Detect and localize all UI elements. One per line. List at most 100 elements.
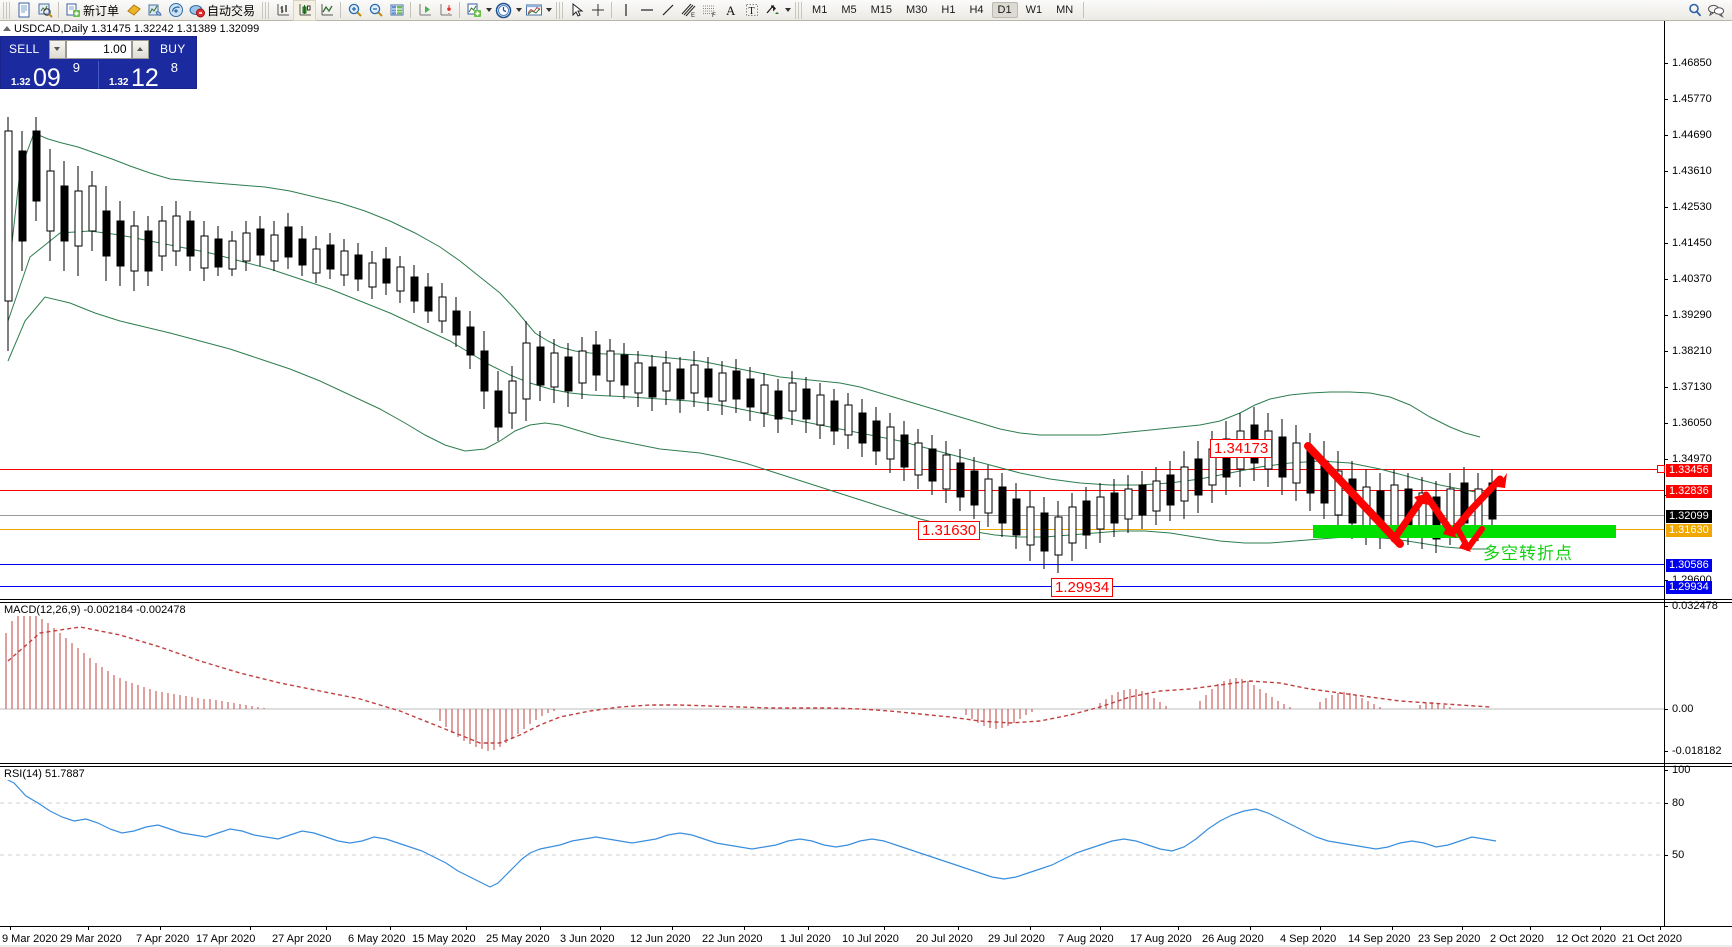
- level-label-high[interactable]: 1.34173: [1210, 439, 1273, 458]
- strategy-tester-icon[interactable]: [144, 1, 165, 20]
- date-tick-label: 17 Aug 2020: [1130, 933, 1192, 945]
- zoom-out-icon[interactable]: [365, 1, 386, 20]
- horizontal-scrollbar[interactable]: [0, 945, 1732, 947]
- fibonacci-icon[interactable]: F: [699, 1, 720, 20]
- date-tick-label: 6 May 2020: [348, 933, 406, 945]
- volume-decrease-button[interactable]: [48, 39, 66, 59]
- horizontal-line-icon[interactable]: [636, 1, 657, 20]
- macd-signal-line: [7, 626, 1491, 744]
- level-label-low[interactable]: 1.29934: [1051, 578, 1114, 597]
- chart-canvas[interactable]: 1.46850 1.45770 1.44690 1.43610 1.42530 …: [0, 21, 1732, 947]
- svg-text:E: E: [691, 13, 695, 18]
- support-zone-highlight[interactable]: [1313, 525, 1616, 538]
- zoom-in-icon[interactable]: [344, 1, 365, 20]
- line-chart-icon[interactable]: [316, 1, 337, 20]
- timeframe-m15[interactable]: M15: [870, 4, 892, 16]
- turning-point-note: 多空转折点: [1483, 544, 1573, 564]
- templates-icon[interactable]: [523, 1, 544, 20]
- rsi-line: [3, 777, 1497, 888]
- support-line-2[interactable]: [0, 586, 1664, 587]
- chart-shift-icon[interactable]: [435, 1, 456, 20]
- sell-button[interactable]: SELL: [8, 42, 40, 56]
- text-label-icon[interactable]: T: [741, 1, 762, 20]
- toolbar-grip-2[interactable]: [262, 1, 270, 19]
- date-tick-label: 14 Sep 2020: [1348, 933, 1411, 945]
- annotation-overlay[interactable]: [0, 21, 1732, 947]
- timeframe-m1[interactable]: M1: [812, 4, 828, 16]
- timeframe-mn[interactable]: MN: [1056, 4, 1074, 16]
- autotrading-icon[interactable]: [186, 1, 207, 20]
- timeframe-h4[interactable]: H4: [969, 4, 984, 16]
- indicators-icon[interactable]: [463, 1, 484, 20]
- indicators-dropdown-icon[interactable]: [484, 1, 493, 20]
- arrows-icon[interactable]: [762, 1, 783, 20]
- trendline-icon[interactable]: [657, 1, 678, 20]
- date-tick-label: 9 Mar 2020: [2, 933, 58, 945]
- crosshair-icon[interactable]: [587, 1, 608, 20]
- macd-tick-label: 0.032478: [1672, 600, 1718, 612]
- buy-price-fraction: 8: [170, 60, 178, 75]
- price-tag-pivot: 1.31630: [1666, 524, 1712, 537]
- search-icon[interactable]: [1684, 1, 1705, 20]
- price-series-svg: [4, 117, 1497, 573]
- buy-price-display[interactable]: 1.32 12 8: [98, 60, 196, 92]
- timeframe-m5[interactable]: M5: [841, 4, 857, 16]
- cursor-icon[interactable]: [566, 1, 587, 20]
- support-line-1[interactable]: [0, 564, 1664, 565]
- date-tick-label: 15 May 2020: [412, 933, 476, 945]
- price-level-handle[interactable]: [1657, 465, 1665, 473]
- expert-advisor-icon[interactable]: [123, 1, 144, 20]
- candlestick-chart-icon[interactable]: [293, 0, 317, 21]
- data-window-icon[interactable]: [386, 1, 407, 20]
- rsi-label: RSI(14) 51.7887: [2, 768, 87, 780]
- new-order-icon[interactable]: [62, 1, 83, 20]
- autotrading-label[interactable]: 自动交易: [207, 3, 256, 18]
- volume-input[interactable]: 1.00: [65, 39, 132, 59]
- timeframe-h1[interactable]: H1: [941, 4, 956, 16]
- price-tick-label: 1.37130: [1672, 381, 1712, 393]
- toolbar-grip-4[interactable]: [795, 1, 803, 19]
- arrows-dropdown-icon[interactable]: [783, 1, 792, 20]
- new-order-label[interactable]: 新订单: [83, 3, 120, 18]
- resistance-line-2[interactable]: [0, 490, 1664, 491]
- price-tick-label: 1.42530: [1672, 201, 1712, 213]
- equidistant-channel-icon[interactable]: E: [678, 1, 699, 20]
- date-tick-label: 21 Oct 2020: [1622, 933, 1682, 945]
- toolbar-grip-3[interactable]: [556, 1, 564, 19]
- price-tick-label: 1.45770: [1672, 93, 1712, 105]
- vertical-line-icon[interactable]: [615, 1, 636, 20]
- volume-increase-button[interactable]: [131, 39, 149, 59]
- timeframe-d1[interactable]: D1: [991, 2, 1018, 18]
- browse-icon[interactable]: [34, 1, 55, 20]
- rsi-pane-top-border: [0, 763, 1732, 764]
- date-tick-label: 3 Jun 2020: [560, 933, 615, 945]
- resistance-line-1[interactable]: [0, 469, 1664, 470]
- date-tick-label: 20 Jul 2020: [916, 933, 973, 945]
- svg-text:T: T: [748, 6, 754, 17]
- period-dropdown-icon[interactable]: [514, 1, 523, 20]
- sell-price-display[interactable]: 1.32 09 9: [1, 60, 98, 92]
- chat-icon[interactable]: [1705, 1, 1726, 20]
- toolbar-grip[interactable]: [3, 1, 10, 19]
- level-label-mid[interactable]: 1.31630: [918, 521, 981, 540]
- buy-button[interactable]: BUY: [159, 42, 186, 56]
- one-click-trading-panel[interactable]: SELL 1.00 BUY 1.32 09 9 1.32 12 8: [0, 36, 197, 92]
- new-chart-icon[interactable]: [13, 1, 34, 20]
- signals-icon[interactable]: [165, 1, 186, 20]
- rsi-tick-label: 100: [1672, 764, 1691, 776]
- bar-chart-icon[interactable]: [272, 1, 293, 20]
- templates-dropdown-icon[interactable]: [544, 1, 553, 20]
- price-axis-line: [1664, 21, 1665, 926]
- timeframe-m30[interactable]: M30: [906, 4, 928, 16]
- date-tick-label: 29 Mar 2020: [60, 933, 122, 945]
- macd-histogram: [5, 610, 1451, 751]
- chart-collapse-icon[interactable]: [3, 26, 11, 31]
- price-tag-current: 1.32099: [1666, 510, 1712, 523]
- chart-title: USDCAD,Daily 1.31475 1.32242 1.31389 1.3…: [14, 23, 260, 35]
- timeframe-w1[interactable]: W1: [1025, 4, 1043, 16]
- auto-scroll-icon[interactable]: [414, 1, 435, 20]
- text-icon[interactable]: A: [720, 1, 741, 20]
- date-tick-label: 10 Jul 2020: [842, 933, 899, 945]
- period-clock-icon[interactable]: [493, 1, 514, 20]
- date-tick-label: 1 Jul 2020: [780, 933, 831, 945]
